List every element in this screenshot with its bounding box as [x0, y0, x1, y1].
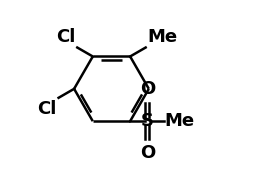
Text: Me: Me	[148, 28, 178, 46]
Text: Me: Me	[165, 112, 195, 130]
Text: S: S	[141, 112, 154, 130]
Text: O: O	[140, 80, 155, 98]
Text: O: O	[140, 144, 155, 162]
Text: Cl: Cl	[37, 100, 57, 118]
Text: Cl: Cl	[56, 28, 75, 46]
